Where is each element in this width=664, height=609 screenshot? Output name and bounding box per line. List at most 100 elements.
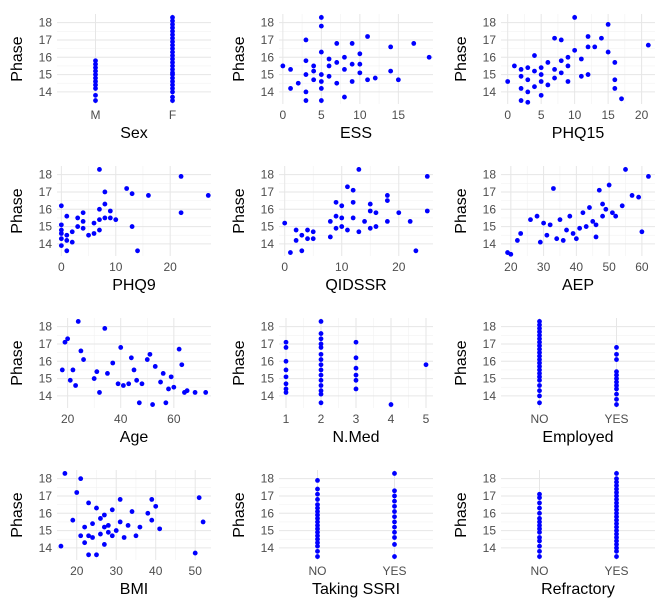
data-point bbox=[139, 381, 145, 387]
data-point bbox=[614, 372, 619, 378]
x-axis-title: PHQ15 bbox=[552, 125, 605, 142]
data-point bbox=[614, 554, 619, 559]
data-point bbox=[315, 502, 320, 508]
panel-bmi: 14 15 16 17 18 20 30 40 50 BMI Phase bbox=[9, 470, 211, 598]
x-tick-label: 50 bbox=[602, 260, 616, 274]
y-axis-title: Phase bbox=[9, 340, 26, 385]
data-point bbox=[514, 238, 520, 243]
data-point bbox=[288, 66, 293, 72]
data-point bbox=[170, 94, 175, 100]
data-point bbox=[318, 367, 324, 373]
panel-refractory: 14 15 16 17 18 NO YES Refractory Phase bbox=[453, 470, 655, 598]
data-point bbox=[614, 471, 619, 476]
data-point bbox=[518, 66, 524, 72]
data-point bbox=[318, 377, 324, 383]
data-point bbox=[136, 400, 142, 406]
data-point bbox=[392, 509, 397, 514]
data-point bbox=[525, 99, 531, 105]
data-point bbox=[75, 319, 81, 324]
data-point bbox=[392, 529, 397, 535]
data-point bbox=[93, 98, 98, 103]
x-tick-label: 20 bbox=[61, 412, 75, 426]
data-point bbox=[129, 509, 135, 514]
x-tick-label: 50 bbox=[189, 564, 203, 578]
data-point bbox=[596, 187, 602, 193]
data-point bbox=[102, 189, 108, 195]
x-tick-label: 20 bbox=[504, 260, 518, 274]
data-point bbox=[614, 538, 619, 544]
data-point bbox=[629, 193, 635, 198]
data-point bbox=[318, 331, 324, 336]
data-point bbox=[80, 218, 86, 224]
data-point bbox=[587, 205, 592, 210]
y-tick-label: 16 bbox=[39, 354, 53, 368]
data-point bbox=[537, 495, 542, 501]
data-point bbox=[537, 543, 542, 549]
y-tick-label: 15 bbox=[483, 372, 497, 386]
data-point bbox=[147, 351, 153, 357]
data-point bbox=[534, 213, 540, 219]
y-tick-label: 16 bbox=[39, 506, 53, 520]
data-point bbox=[537, 377, 542, 383]
data-point bbox=[299, 232, 305, 238]
data-point bbox=[62, 339, 68, 345]
x-tick-label: 10 bbox=[109, 260, 123, 274]
data-point bbox=[614, 521, 619, 527]
data-point bbox=[58, 227, 64, 233]
data-point bbox=[105, 529, 111, 535]
y-tick-label: 16 bbox=[39, 50, 53, 64]
y-axis-title: Phase bbox=[231, 492, 248, 537]
y-tick-label: 14 bbox=[39, 541, 53, 555]
data-point bbox=[299, 248, 305, 254]
data-point bbox=[353, 355, 359, 361]
data-point bbox=[614, 479, 619, 485]
x-tick-label: 20 bbox=[70, 564, 84, 578]
data-point bbox=[293, 227, 299, 233]
data-point bbox=[315, 548, 320, 554]
data-point bbox=[578, 73, 584, 79]
data-point bbox=[592, 44, 598, 50]
x-tick-label: NO bbox=[531, 412, 549, 426]
data-point bbox=[170, 70, 175, 76]
data-point bbox=[315, 533, 320, 539]
data-point bbox=[65, 336, 71, 342]
data-point bbox=[537, 374, 542, 380]
data-point bbox=[179, 362, 185, 368]
data-point bbox=[137, 524, 143, 530]
data-point bbox=[80, 225, 86, 231]
y-tick-label: 15 bbox=[261, 524, 275, 538]
data-point bbox=[392, 498, 397, 504]
data-point bbox=[600, 213, 605, 219]
data-point bbox=[110, 360, 116, 366]
y-tick-label: 17 bbox=[483, 185, 497, 199]
data-point bbox=[192, 390, 198, 395]
y-tick-label: 17 bbox=[39, 489, 53, 503]
data-point bbox=[318, 400, 324, 406]
data-point bbox=[82, 540, 88, 546]
data-point bbox=[93, 72, 98, 77]
data-point bbox=[572, 47, 578, 53]
data-point bbox=[392, 542, 397, 547]
data-point bbox=[541, 220, 546, 226]
data-point bbox=[614, 486, 619, 492]
data-point bbox=[552, 66, 557, 72]
data-point bbox=[538, 79, 544, 84]
data-point bbox=[392, 514, 397, 520]
data-point bbox=[170, 15, 175, 20]
data-point bbox=[315, 477, 320, 483]
y-tick-label: 18 bbox=[483, 320, 497, 334]
data-point bbox=[646, 173, 651, 179]
data-point bbox=[311, 77, 317, 83]
data-point bbox=[518, 231, 524, 236]
data-point bbox=[283, 390, 289, 395]
data-point bbox=[614, 396, 619, 402]
data-point bbox=[334, 80, 340, 86]
data-point bbox=[349, 41, 355, 46]
data-point bbox=[283, 374, 289, 380]
data-point bbox=[537, 388, 542, 394]
data-point bbox=[545, 60, 551, 65]
data-point bbox=[345, 227, 350, 233]
y-tick-label: 14 bbox=[261, 541, 275, 555]
data-point bbox=[614, 497, 619, 502]
data-point bbox=[91, 231, 97, 236]
